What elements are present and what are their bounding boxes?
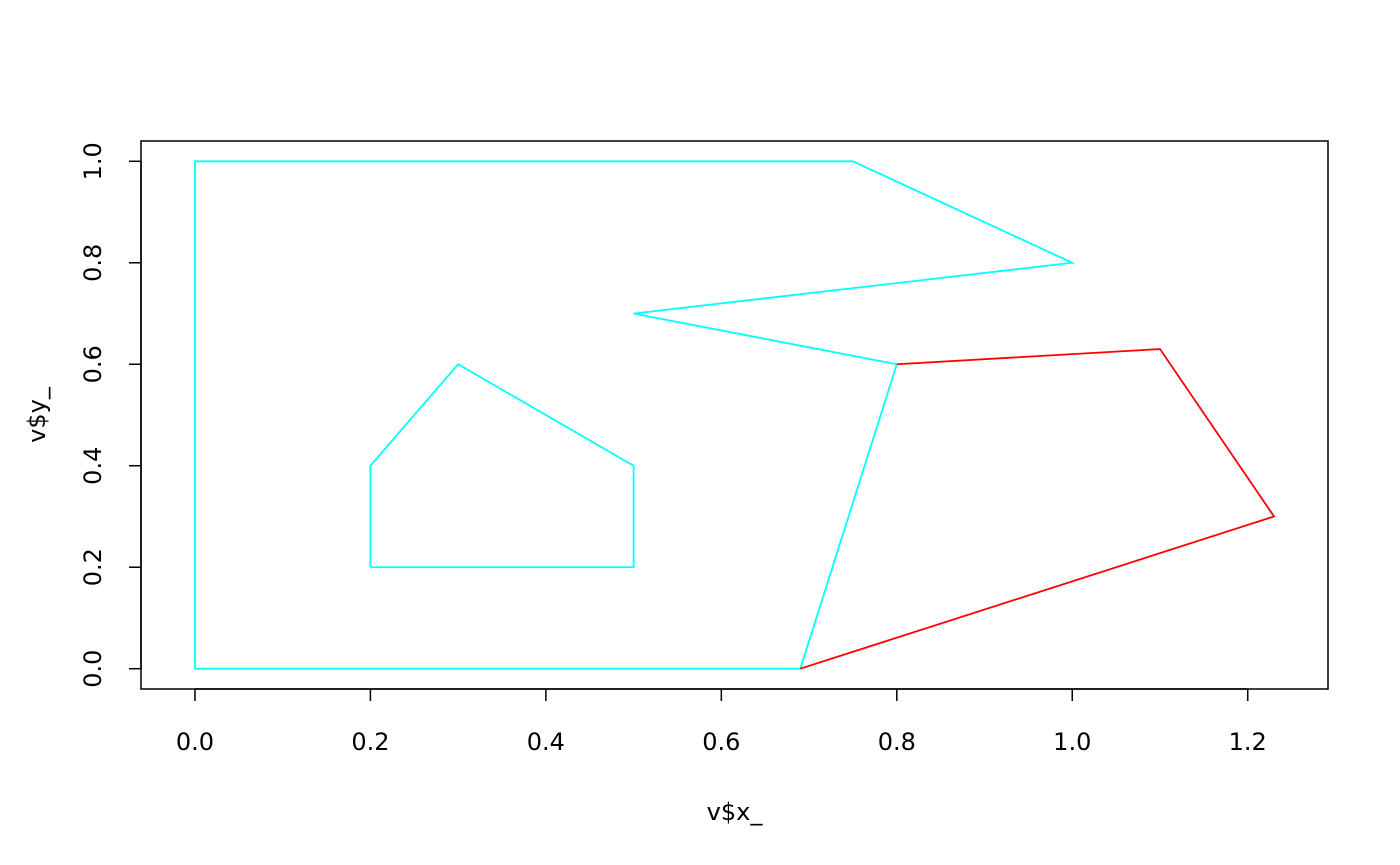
x-tick-label: 1.2 xyxy=(1229,728,1267,756)
series-line-3 xyxy=(800,348,1276,670)
y-tick-label: 0.4 xyxy=(79,447,107,485)
y-tick-label: 0.0 xyxy=(79,650,107,688)
series-layer xyxy=(194,160,1276,670)
series-line-2 xyxy=(369,363,635,569)
y-tick-label: 0.6 xyxy=(79,345,107,383)
x-tick-label: 0.0 xyxy=(176,728,214,756)
y-axis-label: v$y_ xyxy=(23,386,51,443)
x-tick-label: 0.2 xyxy=(351,728,389,756)
y-tick-label: 0.2 xyxy=(79,548,107,586)
plot-box xyxy=(140,140,1329,690)
y-tick-label: 0.8 xyxy=(79,244,107,282)
x-tick-label: 0.4 xyxy=(527,728,565,756)
y-axis: 0.0 0.2 0.4 0.6 0.8 1.0 xyxy=(79,142,142,688)
series-line-1 xyxy=(194,160,1076,670)
x-axis-label: v$x_ xyxy=(707,798,764,826)
x-axis: 0.0 0.2 0.4 0.6 0.8 1.0 1.2 xyxy=(176,688,1267,756)
y-tick-label: 1.0 xyxy=(79,142,107,180)
x-tick-label: 1.0 xyxy=(1053,728,1091,756)
x-tick-label: 0.6 xyxy=(702,728,740,756)
x-tick-label: 0.8 xyxy=(878,728,916,756)
